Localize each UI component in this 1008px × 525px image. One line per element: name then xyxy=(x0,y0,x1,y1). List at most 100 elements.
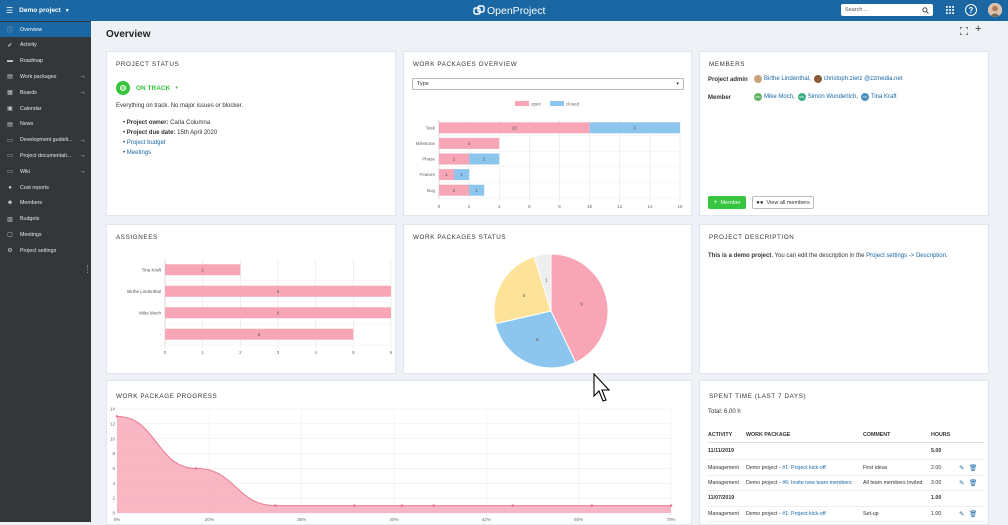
sidebar-item-work-packages[interactable]: ▤ Work packages → xyxy=(0,69,91,84)
date-cell: 11/11/2019 xyxy=(708,448,734,454)
add-widget-icon[interactable]: + xyxy=(975,23,982,35)
bar xyxy=(165,307,391,319)
sidebar-item-project-documentati[interactable]: ▭ Project documentati... → xyxy=(0,148,91,163)
project-settings-link[interactable]: Project settings -> Description xyxy=(866,253,946,259)
wiki-icon: ▭ xyxy=(7,169,13,176)
sidebar-item-calendar[interactable]: ▣ Calendar xyxy=(0,101,91,116)
sidebar-item-boards[interactable]: ▦ Boards → xyxy=(0,85,91,100)
comment-cell: Set-up xyxy=(863,511,879,517)
member-entry[interactable]: christoph.zierz @zzmedia.net xyxy=(813,75,903,83)
work-package-link[interactable]: #6: Invite new team members xyxy=(782,480,852,486)
sidebar-item-news[interactable]: ▤ News xyxy=(0,117,91,132)
legend-label-open: open xyxy=(531,102,542,107)
member-entry[interactable]: MM Mike Moch, xyxy=(754,93,795,101)
member-name[interactable]: Simon Wunderlich xyxy=(807,94,857,100)
spent-total: Total: 6.00 h xyxy=(708,409,741,415)
pie-slice xyxy=(494,310,577,369)
work-package-cell: Demo project - #1: Project kick-off xyxy=(746,511,826,517)
bar-open xyxy=(439,184,470,196)
project-menu-button[interactable]: ☰ Demo project ▼ xyxy=(6,5,70,16)
search-icon[interactable] xyxy=(922,6,929,14)
bar-value-label: 6 xyxy=(634,125,637,130)
help-icon[interactable]: ? xyxy=(965,4,977,16)
wp-status-widget: WORK PACKAGES STATUS 9 6 5 1 xyxy=(403,224,692,374)
table-row: 11/07/2019 1.00 xyxy=(708,492,984,507)
slice-value-label: 5 xyxy=(523,293,526,298)
fullscreen-icon[interactable] xyxy=(959,26,969,37)
sidebar-item-wiki[interactable]: ▭ Wiki → xyxy=(0,164,91,179)
edit-icon[interactable]: ✎ xyxy=(959,480,965,487)
delete-icon[interactable]: 🗑 xyxy=(969,480,978,487)
sidebar-resize-handle[interactable] xyxy=(87,265,89,273)
search-input[interactable]: Search ... xyxy=(841,4,933,16)
owner-label: Project owner: xyxy=(126,120,169,126)
data-point xyxy=(590,504,594,507)
work-package-link[interactable]: #1: Project kick-off xyxy=(782,511,826,517)
bar-value-label: 2 xyxy=(453,157,456,162)
member-entry[interactable]: SW Simon Wunderlich, xyxy=(797,93,858,101)
member-entry[interactable]: Birthe Lindenthal, xyxy=(754,75,811,83)
sidebar-item-cost-reports[interactable]: ● Cost reports xyxy=(0,180,91,195)
edit-icon[interactable]: ✎ xyxy=(959,464,965,472)
plus-icon: + xyxy=(713,199,718,206)
sidebar-item-activity[interactable]: ✔ Activity xyxy=(0,38,91,53)
pie-slice xyxy=(550,253,609,364)
member-name[interactable]: Birthe Lindenthal xyxy=(764,76,810,82)
member-name[interactable]: Tina Kraft xyxy=(870,94,897,100)
widget-title: WORK PACKAGE PROGRESS xyxy=(116,393,218,400)
openproject-logo[interactable]: OpenProject xyxy=(473,3,545,18)
modules-grid-icon[interactable] xyxy=(946,6,954,14)
meetings-link[interactable]: Meetings xyxy=(126,150,152,156)
arrow-right-icon[interactable]: → xyxy=(79,168,86,176)
view-all-members-button[interactable]: ●● View all members xyxy=(752,196,814,209)
edit-icon[interactable]: ✎ xyxy=(959,511,965,518)
sidebar-item-label: Roadmap xyxy=(20,58,43,65)
list-item: • Project owner: Carla Columna xyxy=(123,120,211,126)
work-package-link[interactable]: #1: Project kick-off xyxy=(782,464,826,471)
sidebar-item-members[interactable]: ☻ Members xyxy=(0,196,91,211)
logo-text: OpenProject xyxy=(487,4,546,17)
add-member-button[interactable]: + Member xyxy=(708,196,746,209)
delete-icon[interactable]: 🗑 xyxy=(969,511,978,518)
member-name[interactable]: Mike Moch xyxy=(764,94,794,100)
hamburger-icon[interactable]: ☰ xyxy=(6,6,14,15)
status-description: Everything on track. No major issues or … xyxy=(116,103,244,109)
user-avatar[interactable] xyxy=(988,3,1002,17)
x-tick-label: 4 xyxy=(314,350,317,355)
sidebar-item-development-guideli[interactable]: ▭ Development guideli... → xyxy=(0,133,91,148)
openproject-logo-icon xyxy=(473,4,485,15)
sidebar: ⓘ Overview ✔ Activity ▬ Roadmap ▤ Work packages… xyxy=(0,21,91,522)
widget-title: SPENT TIME (LAST 7 DAYS) xyxy=(709,393,807,400)
arrow-right-icon[interactable]: → xyxy=(79,136,86,144)
y-tick-label: 12 xyxy=(110,421,116,426)
arrow-right-icon[interactable]: → xyxy=(79,73,86,81)
group-icon: ●● xyxy=(756,199,764,206)
sidebar-item-overview[interactable]: ⓘ Overview xyxy=(0,22,91,37)
sidebar-item-project-settings[interactable]: ⚙ Project settings xyxy=(0,243,91,258)
bar-value-label: 2 xyxy=(483,157,486,162)
delete-icon[interactable]: 🗑 xyxy=(969,464,978,472)
legend-label-closed: closed xyxy=(566,102,580,107)
status-selector[interactable]: ON TRACK ▾ xyxy=(116,81,178,95)
sidebar-item-roadmap[interactable]: ▬ Roadmap xyxy=(0,54,91,69)
sidebar-item-meetings[interactable]: ▢ Meetings xyxy=(0,227,91,242)
description-end: . xyxy=(945,253,948,259)
list-item: • Project budget xyxy=(123,140,166,146)
arrow-right-icon[interactable]: → xyxy=(79,152,86,160)
member-entry[interactable]: TK Tina Kraft xyxy=(860,93,897,101)
bar-closed xyxy=(589,122,680,134)
sidebar-item-budgets[interactable]: ▧ Budgets xyxy=(0,212,91,227)
bar-value-label: 6 xyxy=(277,310,280,315)
wp-overview-widget: WORK PACKAGES OVERVIEW Type ▾ open closed… xyxy=(403,51,692,216)
comment-cell: First ideas xyxy=(863,464,888,471)
assignees-widget: ASSIGNEES 0 1 2 3 4 5 6 Tina Kraft 2 Birthe Linde… xyxy=(106,224,396,374)
member-name[interactable]: christoph.zierz @zzmedia.net xyxy=(823,76,903,82)
status-indicator-icon xyxy=(116,81,130,95)
project-budget-link[interactable]: Project budget xyxy=(126,140,166,146)
x-tick-label: 40% xyxy=(389,517,398,522)
project-status-widget: PROJECT STATUS ON TRACK ▾ Everything on … xyxy=(106,51,396,216)
arrow-right-icon[interactable]: → xyxy=(79,89,86,97)
data-point xyxy=(273,504,277,507)
type-select[interactable]: Type ▾ xyxy=(412,78,684,90)
table-row: Management Demo project - #1: Project kic… xyxy=(708,461,984,476)
